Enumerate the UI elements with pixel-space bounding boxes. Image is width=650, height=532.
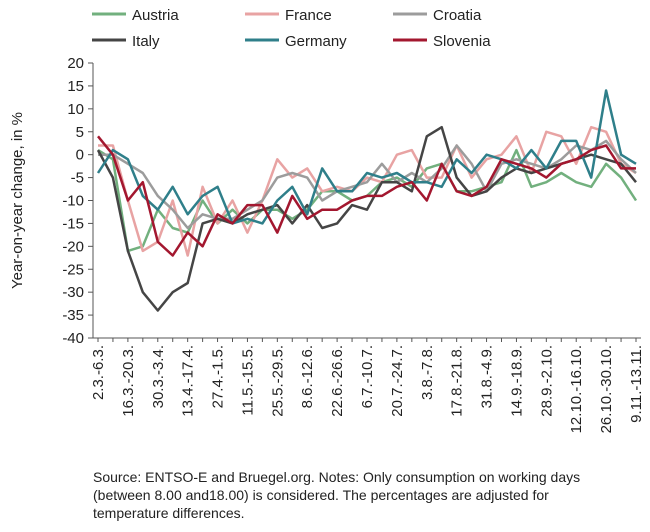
series-line [97,135,636,257]
y-tick-label: 10 [67,101,84,118]
x-tick-label: 25.5.-29.5. [269,345,286,417]
y-tick-label: -25 [62,261,84,278]
y-tick-label: -40 [62,330,84,347]
x-tick-label: 27.4.-1.5. [210,345,227,408]
series-line [96,89,637,225]
x-tick-label: 30.3.-3.4. [150,345,167,408]
x-tick-label: 12.10.-16.10. [568,345,585,433]
y-tick-label: -5 [71,170,84,187]
source-note: Source: ENTSO-E and Bruegel.org. Notes: … [93,469,581,521]
legend-label: Germany [285,33,347,50]
x-tick-label: 9.11.-13.11. [628,345,645,423]
x-tick-label: 22.6.-26.6. [329,345,346,417]
x-tick-label: 26.10.-30.10. [598,345,615,433]
x-tick-label: 11.5.-15.5. [239,345,256,416]
legend-label: Croatia [433,7,482,24]
y-tick-label: -15 [62,215,84,232]
series-line [98,125,637,257]
x-tick-label: 14.9.-18.9. [508,345,525,417]
y-tick-label: 20 [67,55,84,72]
y-tick-label: -30 [62,284,84,301]
legend-label: Italy [132,33,160,50]
y-tick-label: -20 [62,238,84,255]
x-tick-label: 20.7.-24.7. [389,345,406,417]
x-tick-label: 13.4.-17.4. [180,345,197,417]
chart: -40 -35 -30 -25 -20 -15 -10 -5 0 5 10 15 20 Year-on-y… [9,7,645,433]
x-tick-label: 8.6.-12.6. [299,345,316,408]
x-tick-label: 6.7.-10.7. [359,345,376,408]
x-tick-label: 31.8.-4.9. [479,345,496,408]
x-tick-label: 17.8.-21.8. [449,345,466,417]
legend-label: Austria [132,7,179,24]
legend-label: France [285,7,332,24]
y-tick-label: 15 [67,78,84,95]
legend-label: Slovenia [433,33,491,50]
x-tick-label: 16.3.-20.3. [120,345,137,417]
x-tick-label: 28.9.-2.10. [538,345,555,417]
x-tick-label: 3.8.-7.8. [419,345,436,400]
y-tick-label: -10 [62,193,84,210]
y-tick-label: 0 [76,147,84,164]
y-axis-label: Year-on-year change, in % [9,112,26,289]
y-tick-label: -35 [62,307,84,324]
x-tick-label: 2.3.-6.3. [90,345,107,400]
y-tick-label: 5 [76,124,84,141]
